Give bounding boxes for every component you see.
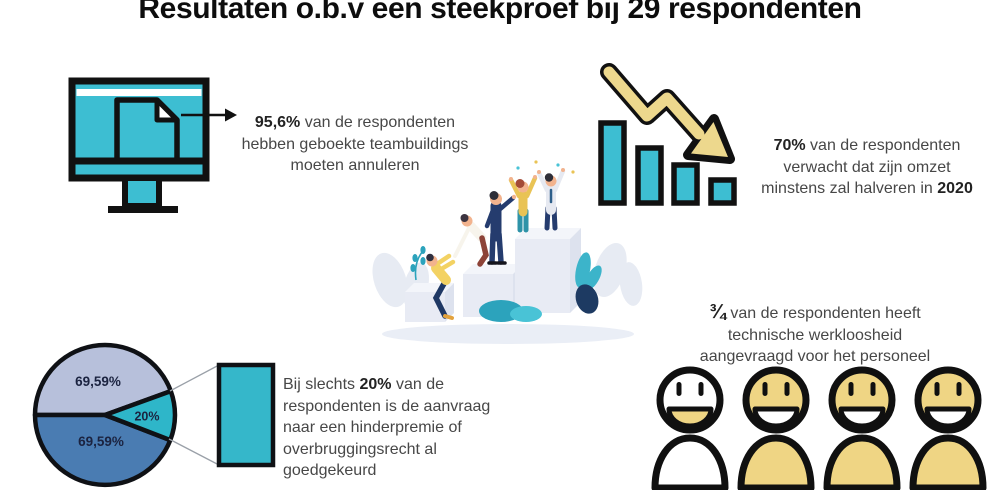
stat-premium-value: 20% [359,376,392,393]
monitor-base [108,206,178,213]
respondent-icons-row [650,362,988,490]
smiling-person-icon-yellow [737,366,815,490]
screen-highlight [76,89,202,96]
pie-label-highlight: 20% [134,410,159,424]
smiling-person-icon-yellow [823,366,901,490]
stat-unemployment-text: ¾ van de respondenten heeft technische w… [695,301,935,368]
stat-revenue-year: 2020 [937,180,973,197]
stat-revenue-value: 70% [773,137,806,154]
pie-label-bottom: 69,59% [78,434,124,449]
pie-label-top: 69,59% [75,374,121,389]
smiling-person-icon-yellow [909,366,987,490]
arrow-right-icon [181,108,237,122]
teamwork-illustration [372,160,643,344]
pie-chart: 69,59% 20% 69,59% [32,342,276,488]
document-fold [154,97,180,123]
background-foliage [372,242,643,310]
declining-bars [598,120,737,206]
callout-rectangle [216,362,276,468]
monitor-with-document-icon [68,77,210,213]
monitor-stand [122,175,162,209]
stat-revenue-text: 70% van de respondenten verwacht dat zij… [752,135,982,200]
callout-line-bottom [168,438,220,466]
declining-bars-down-arrow-icon [598,63,737,206]
down-trend-arrow-icon [600,63,735,164]
stat-unemployment-rest: van de respondenten heeft technische wer… [699,305,931,365]
pie-slice-bottom [32,412,173,488]
stat-premium-rest: van de respondenten is de aanvraag naar … [283,376,491,479]
stat-revenue-rest: van de respondenten verwacht dat zijn om… [761,137,961,197]
stat-unemployment-value: ¾ [709,301,726,323]
plants [410,246,602,322]
stat-premium-prefix: Bij slechts [283,376,360,393]
smiling-person-icon-white [651,366,729,490]
ground-shadow [382,324,634,344]
pie-slice-top [32,342,174,418]
stat-cancelled-value: 95,6% [254,114,301,131]
stat-cancelled-text: 95,6% van de respondenten hebben geboekt… [240,112,470,177]
stat-premium-text: Bij slechts 20% van de respondenten is d… [283,374,491,482]
stat-cancelled-rest: van de respondenten hebben geboekte team… [241,114,469,174]
callout-line-top [169,364,220,392]
page-title: Resultaten o.b.v een steekproef bij 29 r… [138,0,862,25]
team-figures [426,160,575,320]
